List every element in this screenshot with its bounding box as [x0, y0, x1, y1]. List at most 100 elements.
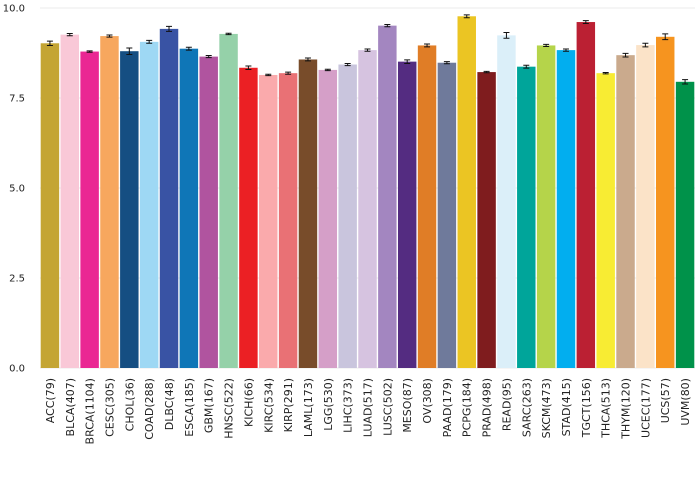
x-tick-label: CHOL(36) — [123, 378, 136, 431]
x-tick-label: READ(95) — [500, 378, 513, 431]
error-bar — [185, 46, 192, 51]
bar — [179, 48, 199, 369]
x-tick-label: BRCA(1104) — [84, 378, 97, 444]
error-bar — [66, 33, 73, 37]
bar — [318, 69, 338, 369]
bar — [239, 67, 258, 368]
bar — [497, 35, 516, 369]
error-bar — [424, 43, 431, 48]
error-bar — [46, 40, 53, 46]
x-tick-label: BLCA(407) — [64, 378, 77, 436]
error-bar — [86, 50, 93, 53]
x-tick-label: MESO(87) — [401, 378, 414, 433]
bar — [616, 55, 635, 368]
x-tick-label: LIHC(373) — [342, 378, 355, 433]
bar — [40, 43, 60, 368]
bar — [338, 64, 357, 369]
x-tick-label: KIRP(291) — [282, 378, 295, 432]
x-tick-label: THCA(513) — [600, 378, 613, 439]
error-bar — [205, 55, 212, 59]
x-tick-label: THYM(120) — [620, 378, 633, 440]
error-bar — [602, 71, 609, 75]
error-bar — [582, 20, 589, 24]
error-bar — [265, 73, 272, 77]
error-bar — [483, 70, 490, 74]
bar — [159, 28, 179, 368]
error-bar — [443, 61, 450, 65]
x-tick-label: PRAD(498) — [481, 378, 494, 437]
y-tick-label: 0.0 — [9, 364, 25, 375]
x-tick-label: PCPG(184) — [461, 378, 474, 437]
x-tick-label: TGCT(156) — [580, 378, 593, 438]
bar — [576, 22, 596, 368]
error-bar — [106, 34, 113, 38]
error-bar — [245, 65, 252, 71]
bar — [80, 51, 99, 369]
bar — [358, 50, 377, 369]
y-tick-label: 7.5 — [9, 94, 25, 105]
x-tick-label: ACC(79) — [44, 378, 57, 423]
error-bar — [642, 42, 649, 48]
bar — [100, 36, 119, 369]
bar — [259, 74, 278, 369]
bar — [298, 59, 318, 368]
bar — [378, 25, 397, 368]
x-axis: ACC(79) BLCA(407) BRCA(1104) CESC(305) CHOL(… — [44, 378, 692, 444]
bar — [219, 33, 238, 369]
bar — [457, 16, 476, 369]
x-tick-label: DLBC(48) — [163, 378, 176, 430]
x-tick-label: STAD(415) — [560, 378, 573, 436]
error-bar — [622, 52, 629, 58]
error-bar — [225, 32, 232, 36]
y-tick-label: 2.5 — [9, 274, 25, 285]
error-bar — [562, 48, 569, 52]
error-bar — [463, 14, 470, 19]
error-bar — [126, 47, 133, 55]
bar — [199, 56, 218, 368]
bar — [636, 45, 655, 369]
x-tick-label: ESCA(185) — [183, 378, 196, 437]
bar — [477, 72, 496, 368]
error-bar — [285, 71, 292, 75]
error-bar — [166, 25, 173, 32]
error-bar — [324, 68, 331, 72]
error-bar — [523, 64, 530, 69]
error-bar — [344, 62, 351, 67]
y-tick-label: 5.0 — [9, 184, 25, 195]
x-tick-label: PAAD(179) — [441, 378, 454, 437]
error-bar — [146, 39, 153, 44]
error-bar — [503, 31, 510, 39]
x-tick-label: LAML(173) — [302, 378, 315, 437]
x-tick-label: KICH(66) — [242, 378, 255, 427]
x-tick-label: LUAD(517) — [362, 378, 375, 437]
bar — [556, 50, 576, 369]
bar — [437, 62, 457, 368]
error-bar — [543, 43, 550, 48]
error-bars — [46, 14, 689, 85]
error-bar — [404, 59, 411, 64]
bar — [278, 73, 298, 368]
x-tick-label: COAD(288) — [143, 378, 156, 440]
bar — [120, 51, 139, 368]
bar — [596, 73, 615, 368]
x-tick-label: UCEC(177) — [639, 378, 652, 438]
bar — [139, 41, 159, 369]
error-bar — [682, 79, 689, 85]
x-tick-label: UVM(80) — [679, 378, 692, 426]
bar — [536, 45, 556, 368]
bar — [397, 61, 417, 368]
x-tick-label: KIRC(534) — [262, 378, 275, 433]
error-bar — [364, 48, 371, 52]
x-tick-label: LGG(530) — [322, 378, 335, 431]
error-bar — [662, 33, 669, 41]
error-bar — [384, 24, 391, 28]
bars — [40, 16, 695, 369]
bar — [675, 81, 695, 369]
x-tick-label: UCS(57) — [659, 378, 672, 423]
error-bar — [304, 57, 311, 62]
x-tick-label: GBM(167) — [203, 378, 216, 433]
y-tick-label: 10.0 — [3, 4, 25, 15]
bar — [417, 45, 437, 368]
x-tick-label: LUSC(502) — [381, 378, 394, 436]
